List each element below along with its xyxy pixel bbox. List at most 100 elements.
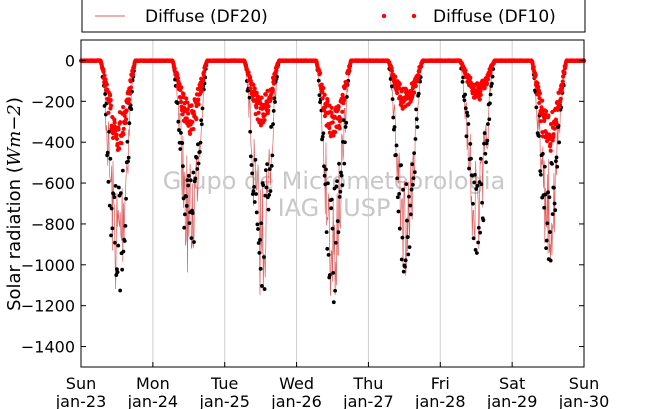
black-point bbox=[256, 241, 261, 245]
df10-point bbox=[128, 79, 133, 84]
black-point bbox=[460, 79, 465, 84]
x-tick-label-date: jan-30 bbox=[558, 392, 610, 409]
black-point bbox=[476, 240, 481, 245]
black-point bbox=[199, 118, 204, 123]
black-point bbox=[476, 225, 481, 230]
df10-point bbox=[416, 73, 421, 78]
df10-point bbox=[472, 95, 478, 100]
black-point bbox=[338, 189, 343, 194]
df10-point bbox=[548, 141, 553, 147]
black-point bbox=[113, 240, 117, 245]
df10-point bbox=[252, 86, 257, 91]
black-point bbox=[258, 237, 262, 242]
df10-point bbox=[254, 105, 259, 110]
df10-point bbox=[331, 133, 336, 138]
df10-point bbox=[478, 92, 483, 97]
black-point bbox=[198, 140, 203, 145]
df10-point bbox=[196, 102, 201, 107]
watermark: Grupo de Micrometeorologia IAG - USP bbox=[163, 167, 505, 222]
df10-point bbox=[397, 86, 402, 91]
df10-point bbox=[256, 110, 261, 115]
black-point bbox=[478, 156, 483, 161]
black-point bbox=[490, 74, 495, 79]
black-point bbox=[181, 164, 185, 169]
black-point bbox=[182, 225, 187, 230]
black-point bbox=[483, 151, 488, 156]
black-point bbox=[118, 191, 123, 196]
black-point bbox=[406, 252, 411, 257]
black-point bbox=[262, 255, 266, 260]
df10-point bbox=[116, 127, 121, 132]
df10-point bbox=[327, 130, 332, 135]
df10-point bbox=[187, 131, 193, 137]
black-point bbox=[129, 107, 134, 111]
df10-point bbox=[562, 70, 567, 75]
black-point bbox=[390, 97, 395, 102]
df10-point bbox=[112, 120, 117, 125]
df10-point bbox=[560, 83, 565, 88]
black-point bbox=[330, 226, 335, 231]
df10-point bbox=[246, 70, 251, 75]
y-tick-label: −1000 bbox=[21, 256, 75, 275]
df10-point bbox=[199, 87, 204, 93]
black-point bbox=[317, 93, 322, 98]
black-point bbox=[123, 223, 128, 228]
black-point bbox=[414, 117, 419, 122]
black-point bbox=[179, 130, 183, 135]
black-point bbox=[557, 140, 562, 145]
legend-label-df20: Diffuse (DF20) bbox=[145, 7, 268, 27]
black-point bbox=[412, 151, 417, 156]
black-point bbox=[108, 156, 113, 161]
df10-point bbox=[485, 77, 491, 82]
df10-point bbox=[404, 87, 409, 93]
df10-point bbox=[262, 117, 267, 123]
black-point bbox=[395, 176, 400, 181]
black-point bbox=[264, 185, 269, 190]
black-point bbox=[266, 207, 271, 212]
black-point bbox=[200, 106, 205, 111]
black-point bbox=[122, 239, 127, 243]
data-layer bbox=[78, 58, 587, 305]
df10-point bbox=[554, 121, 559, 126]
black-point bbox=[116, 243, 121, 248]
black-point bbox=[329, 197, 334, 202]
black-point bbox=[341, 118, 346, 123]
plot-frame bbox=[80, 39, 585, 368]
df10-point bbox=[118, 120, 123, 125]
black-point bbox=[254, 210, 259, 215]
black-point bbox=[113, 183, 118, 188]
black-point bbox=[548, 258, 553, 263]
black-point bbox=[489, 81, 494, 86]
df10-point bbox=[560, 74, 566, 79]
black-point bbox=[265, 162, 270, 167]
black-point bbox=[325, 246, 330, 251]
df10-point bbox=[342, 97, 347, 103]
df10-point bbox=[184, 96, 189, 101]
y-tick-label: −200 bbox=[31, 92, 75, 111]
y-tick-label: −800 bbox=[31, 215, 75, 234]
df10-point bbox=[340, 109, 345, 114]
df10-point bbox=[317, 71, 323, 76]
black-point bbox=[410, 182, 415, 187]
black-point bbox=[326, 252, 331, 257]
black-point bbox=[409, 187, 414, 192]
y-tick-label: −600 bbox=[31, 174, 75, 193]
black-point bbox=[268, 189, 273, 193]
df10-point bbox=[248, 75, 253, 80]
x-tick-label-day: Thu bbox=[352, 374, 383, 393]
black-point bbox=[263, 168, 268, 173]
df10-point bbox=[540, 98, 545, 103]
black-point bbox=[324, 230, 329, 235]
black-point bbox=[342, 161, 347, 166]
df10-point bbox=[107, 93, 113, 98]
black-point bbox=[269, 163, 274, 168]
black-point bbox=[335, 219, 340, 224]
x-tick-label-date: jan-23 bbox=[55, 392, 107, 409]
black-point bbox=[261, 183, 266, 187]
black-point bbox=[270, 153, 275, 158]
black-point bbox=[126, 155, 131, 160]
black-point bbox=[331, 300, 336, 305]
df10-point bbox=[266, 104, 271, 109]
black-point bbox=[544, 238, 549, 243]
df10-point bbox=[337, 126, 342, 131]
